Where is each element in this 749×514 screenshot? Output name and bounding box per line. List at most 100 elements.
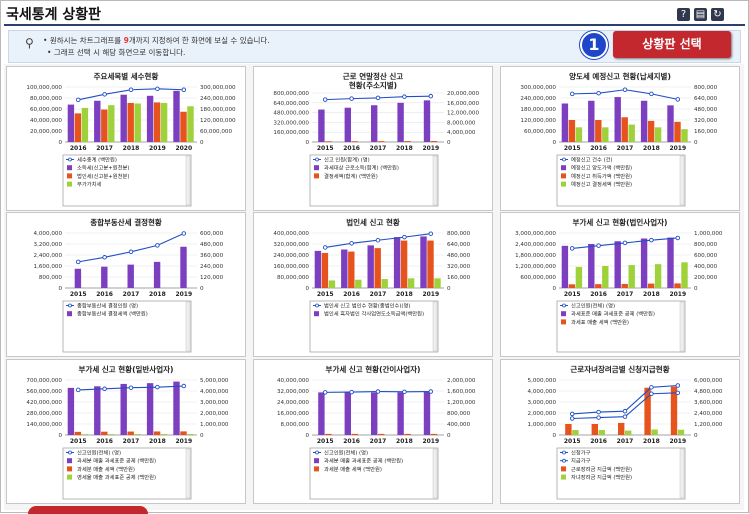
y2-tick-label: 4,000,000 (200, 389, 229, 395)
select-dashboard-button[interactable]: 상황판 선택 (613, 31, 731, 58)
bar (614, 97, 621, 142)
y2-tick-label: 320,000 (447, 264, 471, 270)
line-point (622, 87, 628, 93)
chart-title: 주요세목별 세수현황 (94, 71, 159, 81)
legend-scrollbar (679, 448, 685, 499)
legend-bar-swatch (561, 311, 566, 317)
bar (67, 104, 75, 142)
chart-svg: 부가세 신고 현황(일반사업자) 700,000,000 5,000,000 560,… (26, 364, 229, 500)
bar (628, 265, 635, 288)
y2-tick-label: 0 (694, 140, 698, 146)
chart-panel[interactable]: 부가세 신고 현황(일반사업자) 700,000,000 5,000,000 560,… (6, 359, 246, 504)
y2-tick-label: 12,000,000 (447, 111, 479, 117)
x-tick-label: 2016 (70, 145, 87, 152)
legend-label: 신고인원(전체) (명) (571, 302, 615, 310)
legend-box (62, 447, 192, 500)
x-tick-label: 2017 (370, 438, 387, 445)
bar (397, 392, 404, 435)
bar (423, 391, 431, 435)
x-tick-label: 2017 (617, 291, 634, 298)
bar (625, 430, 632, 435)
legend-label: 신고인원(전체) (명) (77, 449, 121, 457)
chart-panel[interactable]: 법인세 신고 현황 400,000,000 800,000 320,000,000 64… (253, 212, 493, 357)
bar (127, 431, 134, 435)
y-tick-label: 24,000,000 (277, 400, 309, 406)
bottom-tab-button[interactable] (28, 506, 148, 514)
legend-line-marker (562, 157, 566, 162)
chart-svg: 종합부동산세 결정현황 4,000,000 600,000 3,200,000 480,… (34, 217, 224, 353)
legend-scrollbar (185, 448, 191, 499)
bar (341, 249, 348, 288)
line-point (649, 237, 654, 243)
bar (371, 105, 378, 142)
y-tick-label: 600,000,000 (520, 275, 556, 281)
y2-tick-label: 4,000,000 (447, 130, 476, 136)
bar (101, 431, 108, 435)
y2-tick-label: 0 (200, 140, 204, 146)
bar (160, 102, 168, 142)
legend-bar-swatch (67, 181, 72, 187)
y-tick-label: 640,000,000 (273, 101, 309, 107)
x-tick-label: 2019 (669, 145, 686, 152)
chart-title: 법인세 신고 현황 (346, 217, 400, 227)
y2-tick-label: 800,000 (447, 411, 471, 417)
chart-title: 양도세 예정신고 현황(납세지별) (569, 71, 671, 81)
y2-tick-label: 2,000,000 (200, 411, 229, 417)
line-point (349, 389, 354, 395)
bar (367, 245, 374, 288)
y-tick-label: 0 (58, 433, 62, 439)
refresh-icon[interactable]: ↻ (711, 8, 724, 21)
line-point (596, 415, 601, 420)
help-icon[interactable]: ? (677, 8, 690, 21)
line-point (428, 93, 434, 99)
chart-title: 부가세 신고 현황(일반사업자) (79, 364, 174, 374)
legend-label: 지급가구 (571, 457, 591, 465)
info-line-1: • 원하시는 차트그래프를 9개까지 지정하여 한 화면에 보실 수 있습니다. (43, 36, 270, 45)
x-tick-label: 2016 (590, 291, 607, 298)
print-icon[interactable]: ▤ (694, 8, 707, 21)
chart-panel[interactable]: 부가세 신고 현황(간이사업자) 40,000,000 2,000,000 32,00… (253, 359, 493, 504)
line-point (402, 389, 407, 395)
info-line-2: • 그래프 선택 시 해당 화면으로 이동합니다. (47, 48, 186, 57)
bar (74, 431, 82, 435)
legend-label: 근로장려금 지급액 (백만원) (571, 465, 632, 473)
y-tick-label: 120,000,000 (520, 118, 556, 124)
x-tick-label: 2017 (96, 145, 113, 152)
y-tick-label: 0 (305, 140, 309, 146)
bar (127, 264, 134, 288)
x-tick-label: 2019 (422, 291, 439, 298)
bar (108, 434, 115, 435)
x-tick-label: 2019 (149, 145, 166, 152)
bar (621, 283, 628, 288)
x-tick-label: 2016 (343, 291, 360, 298)
chart-panel[interactable]: 양도세 예정신고 현황(납세지별) 300,000,000 800,000 240,0… (500, 66, 740, 211)
bar (602, 127, 609, 142)
y-tick-label: 800,000,000 (273, 91, 309, 97)
chart-panel[interactable]: 부가세 신고 현황(법인사업자) 3,000,000,000 1,000,000 2,… (500, 212, 740, 357)
legend-label: 자녀장려금 지급액 (백만원) (571, 473, 632, 481)
y2-tick-label: 8,000,000 (447, 120, 476, 126)
legend-label: 부가가치세 (77, 180, 101, 188)
y2-tick-label: 160,000 (694, 129, 718, 135)
x-tick-label: 2019 (422, 145, 439, 152)
line-point (128, 87, 134, 93)
x-tick-label: 2019 (669, 438, 686, 445)
bar (561, 245, 569, 288)
legend-bar-swatch (561, 466, 566, 472)
y2-tick-label: 120,000,000 (200, 118, 236, 124)
chart-panel[interactable]: 근로 연말정산 신고 현황(주소지별) 800,000,000 20,000,000 6… (253, 66, 493, 211)
bar (598, 430, 605, 435)
bar (681, 262, 688, 288)
bar (180, 111, 187, 142)
chart-panel[interactable]: 근로자녀장려금별 신청지급현황 5,000,000 6,000,000 4,000,0… (500, 359, 740, 504)
y-tick-label: 0 (58, 140, 62, 146)
legend-bar-swatch (67, 466, 72, 472)
chart-panel[interactable]: 종합부동산세 결정현황 4,000,000 600,000 3,200,000 480,… (6, 212, 246, 357)
bar (325, 141, 332, 142)
y-tick-label: 2,400,000 (34, 253, 63, 259)
y2-tick-label: 4,800,000 (694, 389, 723, 395)
bar (94, 100, 101, 142)
chart-panel[interactable]: 주요세목별 세수현황 100,000,000 300,000,000 80,000,0… (6, 66, 246, 211)
bar (602, 266, 609, 288)
bar (568, 284, 576, 288)
